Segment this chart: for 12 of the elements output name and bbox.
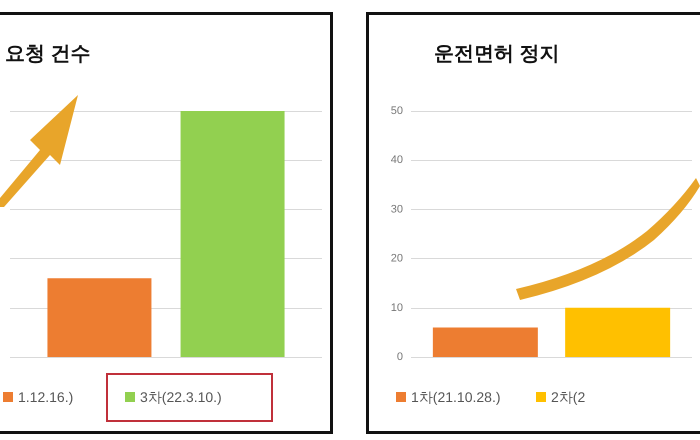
legend-label: 2차(2	[551, 389, 586, 405]
y-tick-label: 40	[390, 154, 403, 166]
chart-title: 운전면허 정지	[434, 43, 560, 65]
legend-label: 1.12.16.)	[18, 389, 74, 405]
y-tick-label: 10	[390, 302, 403, 314]
y-tick-label: 20	[390, 252, 403, 265]
chart-title: 요청 건수	[5, 43, 91, 65]
legend-label: 1차(21.10.28.)	[411, 389, 500, 405]
y-tick-label: 0	[396, 351, 403, 363]
legend-label: 3차(22.3.10.)	[140, 389, 222, 405]
y-tick-label: 50	[390, 105, 403, 117]
y-tick-label: 30	[390, 203, 403, 216]
